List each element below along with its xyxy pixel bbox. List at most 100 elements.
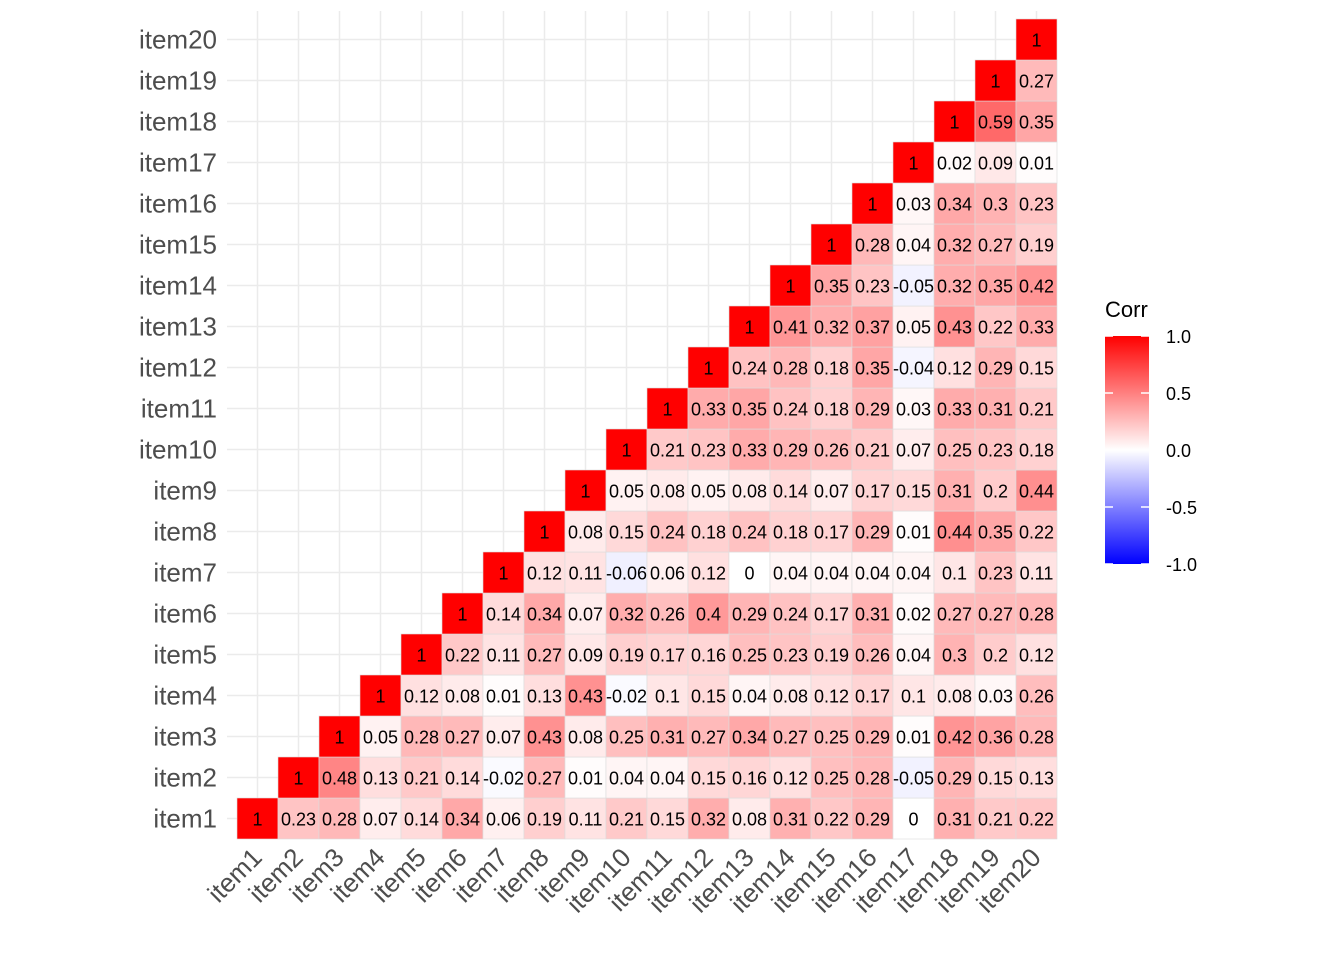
cell-value-label: 0.3 [983, 195, 1008, 215]
heatmap-cell [523, 633, 566, 676]
cell-value-label: 0.18 [814, 400, 849, 420]
cell-value-label: 0.04 [732, 687, 767, 707]
cell-value-label: 0.43 [527, 728, 562, 748]
heatmap-cell [1015, 387, 1058, 430]
cell-value-label: 0.24 [732, 523, 767, 543]
heatmap-cell [1015, 633, 1058, 676]
cell-value-label: 0.4 [696, 605, 721, 625]
heatmap-cell [1015, 715, 1058, 758]
heatmap-cell [933, 469, 976, 512]
heatmap-cell [1015, 264, 1058, 307]
y-tick-label: item2 [153, 763, 217, 793]
y-tick-label: item4 [153, 681, 217, 711]
cell-value-label: 0.06 [486, 810, 521, 830]
heatmap-cell [482, 715, 525, 758]
cell-value-label: 0.15 [650, 810, 685, 830]
cell-value-label: 0.2 [983, 646, 1008, 666]
cell-value-label: 0.08 [937, 687, 972, 707]
cell-value-label: 0.16 [691, 646, 726, 666]
cell-value-label: 1 [744, 318, 754, 338]
cell-value-label: 0.17 [814, 605, 849, 625]
heatmap-cell [974, 428, 1017, 471]
heatmap-cell [687, 633, 730, 676]
cell-value-label: 0.08 [650, 482, 685, 502]
heatmap-cell [1015, 756, 1058, 799]
heatmap-cell [810, 428, 853, 471]
cell-value-label: 0.35 [1019, 113, 1054, 133]
heatmap-cell [728, 428, 771, 471]
heatmap-cell [851, 469, 894, 512]
y-tick-label: item19 [139, 66, 217, 96]
heatmap-cell [523, 551, 566, 594]
heatmap-cell [564, 592, 607, 635]
cell-value-label: 0.24 [732, 359, 767, 379]
heatmap-cell [605, 797, 648, 840]
heatmap-cell [359, 674, 402, 717]
heatmap-cell [728, 674, 771, 717]
cell-value-label: 0.17 [650, 646, 685, 666]
cell-value-label: 0.25 [814, 769, 849, 789]
cell-value-label: 0.12 [1019, 646, 1054, 666]
heatmap-cell [523, 592, 566, 635]
heatmap-cell [359, 797, 402, 840]
cell-value-label: 0.23 [978, 564, 1013, 584]
y-tick-label: item15 [139, 230, 217, 260]
heatmap-cell [605, 469, 648, 512]
cell-value-label: 0.32 [937, 236, 972, 256]
cell-value-label: 0.33 [732, 441, 767, 461]
cell-value-label: 0.06 [650, 564, 685, 584]
cell-value-label: 0.31 [855, 605, 890, 625]
heatmap-cell [646, 428, 689, 471]
cell-value-label: 0.15 [978, 769, 1013, 789]
cell-value-label: 0.17 [855, 687, 890, 707]
cell-value-label: 0.36 [978, 728, 1013, 748]
cell-value-label: 1 [949, 113, 959, 133]
cell-value-label: 0.3 [942, 646, 967, 666]
y-tick-label: item16 [139, 189, 217, 219]
cell-value-label: 0.27 [527, 769, 562, 789]
heatmap-cell [728, 346, 771, 389]
legend-tick-label: 0.0 [1166, 441, 1191, 461]
heatmap-cell [318, 715, 361, 758]
heatmap-cell [1015, 797, 1058, 840]
heatmap-cell [564, 797, 607, 840]
legend-ticks: 1.0 0.5 0.0 -0.5 -1.0 [1105, 327, 1197, 575]
cell-value-label: -0.04 [893, 359, 934, 379]
cell-value-label: 0.11 [569, 810, 603, 830]
cell-value-label: 0.34 [732, 728, 767, 748]
cell-value-label: 0.19 [1019, 236, 1054, 256]
cell-value-label: 1 [252, 810, 262, 830]
heatmap-cell [646, 674, 689, 717]
cell-value-label: 0.08 [568, 523, 603, 543]
cell-value-label: 0.28 [404, 728, 439, 748]
cell-value-label: 0.05 [691, 482, 726, 502]
cell-value-label: 0.29 [773, 441, 808, 461]
heatmap-cell [318, 797, 361, 840]
heatmap-cell [892, 346, 935, 389]
cell-value-label: 0.19 [814, 646, 849, 666]
cell-value-label: 0.19 [609, 646, 644, 666]
heatmap-cell [482, 551, 525, 594]
heatmap-cell [564, 551, 607, 594]
cell-value-label: 1 [621, 441, 631, 461]
heatmap-cell [974, 756, 1017, 799]
cell-value-label: 0.07 [363, 810, 398, 830]
heatmap-cell [728, 592, 771, 635]
heatmap-cell [769, 469, 812, 512]
cell-value-label: 0.44 [1019, 482, 1054, 502]
cell-value-label: 0.09 [978, 154, 1013, 174]
heatmap-cell [236, 797, 279, 840]
cell-value-label: 1 [457, 605, 467, 625]
y-tick-label: item20 [139, 25, 217, 55]
heatmap-cell [769, 346, 812, 389]
cell-value-label: 0.23 [691, 441, 726, 461]
cell-value-label: 0.12 [691, 564, 726, 584]
heatmap-cell [482, 592, 525, 635]
cell-value-label: 0.07 [896, 441, 931, 461]
cell-value-label: 0.27 [527, 646, 562, 666]
cell-value-label: 0.33 [937, 400, 972, 420]
cell-value-label: 0.43 [937, 318, 972, 338]
y-tick-label: item1 [153, 804, 217, 834]
heatmap-cell [974, 223, 1017, 266]
cell-value-label: 0.1 [942, 564, 967, 584]
